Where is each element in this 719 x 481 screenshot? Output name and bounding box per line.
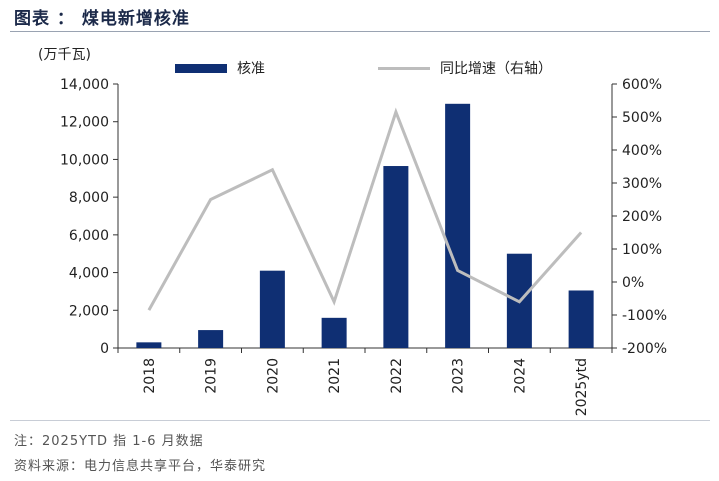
bars-group — [136, 103, 594, 348]
x-axis-category-label: 2023 — [451, 358, 467, 394]
bar — [445, 103, 471, 348]
x-axis-category-label: 2024 — [512, 358, 528, 394]
x-axis-category-label: 2022 — [389, 358, 405, 394]
x-axis-category-label: 2019 — [204, 358, 220, 394]
left-axis-tick-label: 6,000 — [69, 228, 109, 244]
title-divider — [10, 31, 710, 32]
chart-title: 图表 ： 煤电新增核准 — [14, 9, 190, 29]
left-axis-tick-label: 14,000 — [60, 77, 109, 93]
right-axis-tick-label: 300% — [622, 176, 662, 192]
bar — [383, 166, 409, 348]
legend-line-label: 同比增速（右轴） — [440, 61, 552, 77]
footer-divider — [10, 420, 710, 421]
left-axis-tick-label: 2,000 — [69, 303, 109, 319]
legend-bar-swatch — [175, 64, 227, 73]
source-note: 资料来源：电力信息共享平台，华泰研究 — [14, 459, 267, 474]
bar — [321, 317, 347, 348]
line-series-group — [147, 107, 583, 311]
bar — [136, 342, 162, 348]
x-axis-category-label: 2021 — [327, 358, 343, 394]
left-axis-tick-label: 8,000 — [69, 190, 109, 206]
right-axis-tick-label: -100% — [622, 308, 667, 324]
left-axis-tick-label: 12,000 — [60, 115, 109, 131]
right-axis-tick-label: 100% — [622, 242, 662, 258]
left-axis-unit-label: (万千瓦) — [38, 47, 91, 63]
left-axis-tick-label: 4,000 — [69, 266, 109, 282]
right-axis-tick-label: 600% — [622, 77, 662, 93]
legend-bar-label: 核准 — [237, 61, 265, 77]
growth-line — [147, 107, 583, 311]
tick-labels-group: 0 2,000 4,000 6,000 8,000 10,000 12,000 14,000 -… — [60, 77, 667, 416]
right-axis-tick-label: 0% — [622, 275, 644, 291]
right-axis-tick-label: 400% — [622, 143, 662, 159]
right-axis-tick-label: -200% — [622, 341, 667, 357]
left-axis-tick-label: 10,000 — [60, 152, 109, 168]
x-axis-category-label: 2018 — [142, 358, 158, 394]
x-axis-category-label: 2025ytd — [574, 358, 590, 416]
left-axis-tick-label: 0 — [100, 341, 109, 357]
bar — [568, 290, 594, 348]
chart-legend: 核准 同比增速（右轴） — [0, 58, 719, 78]
bar — [259, 270, 285, 348]
right-axis-tick-label: 500% — [622, 110, 662, 126]
x-axis-category-label: 2020 — [265, 358, 281, 394]
footnote: 注：2025YTD 指 1-6 月数据 — [14, 434, 204, 449]
right-axis-tick-label: 200% — [622, 209, 662, 225]
axes-group — [113, 83, 617, 353]
bar — [198, 330, 224, 348]
legend-line-swatch — [378, 67, 430, 70]
